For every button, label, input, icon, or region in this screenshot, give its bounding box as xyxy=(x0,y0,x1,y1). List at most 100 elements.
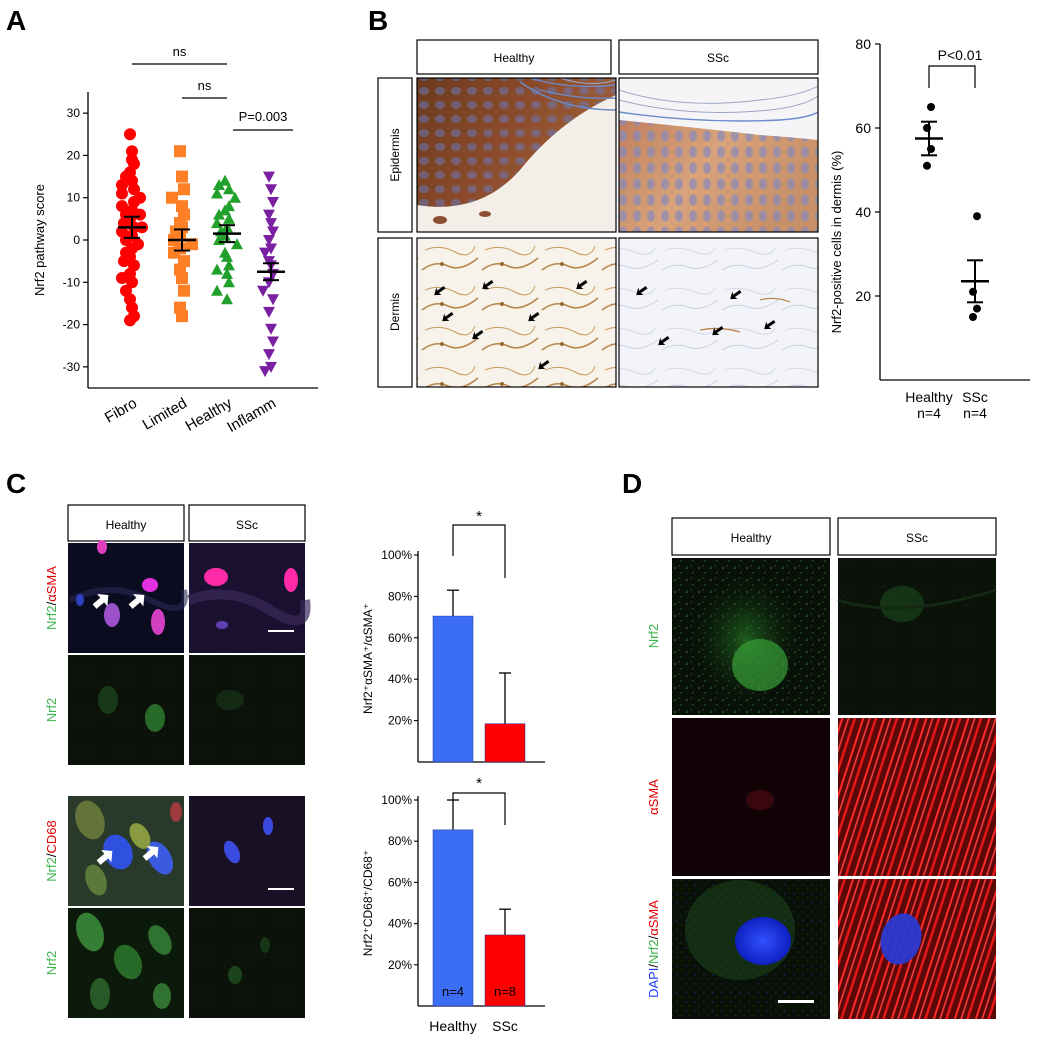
image-c-healthy-nrf2 xyxy=(68,655,184,765)
header-box-ssc-c xyxy=(188,504,306,542)
image-d-healthy-merge xyxy=(672,879,830,1019)
panel-a: A 30 20 10 0 -10 -20 -30 Nrf2 pathway score Fibr… xyxy=(6,5,318,436)
significance-label: * xyxy=(476,508,482,525)
x-category-label: Limited xyxy=(140,395,190,434)
significance-bracket xyxy=(452,792,506,825)
data-point-inflamm xyxy=(263,235,275,246)
panel-b: B Healthy SSc Epidermis Dermis xyxy=(368,5,1030,421)
row-label: Nrf2/CD68 xyxy=(44,820,59,881)
data-point-fibro xyxy=(124,128,136,141)
header-box-ssc xyxy=(618,39,819,75)
header-box-healthy xyxy=(416,39,612,75)
significance-label: P=0.003 xyxy=(239,109,288,124)
data-point-inflamm xyxy=(265,218,277,230)
data-point-healthy xyxy=(223,259,235,271)
data-point-healthy xyxy=(213,208,225,220)
data-point-fibro xyxy=(118,255,130,268)
row-label-part: / xyxy=(44,601,59,605)
data-point-inflamm xyxy=(265,361,277,373)
significance-bracket xyxy=(928,65,976,88)
y-tick-label: 80 xyxy=(855,36,871,52)
data-point-inflamm xyxy=(259,366,271,378)
y-tick-label: 0 xyxy=(73,233,80,247)
y-tick-label: -10 xyxy=(63,275,81,289)
data-point xyxy=(927,103,935,111)
row-label-part: Nrf2 xyxy=(646,624,661,649)
data-point-healthy xyxy=(221,250,233,262)
row-label-part: Nrf2 xyxy=(44,605,59,630)
data-point-limited xyxy=(176,272,188,285)
image-ssc-dermis xyxy=(618,237,819,388)
column-label-healthy-c: Healthy xyxy=(106,518,147,532)
image-c-ssc-nrf2-2 xyxy=(189,908,305,1018)
row-label-part: Nrf2 xyxy=(646,939,661,964)
panel-c-cd68-bar-chart: 20% 40% 60% 80% 100% Nrf2⁺CD68⁺/CD68⁺ n=4 n=8 * H… xyxy=(361,775,545,1034)
data-point xyxy=(923,161,931,170)
data-point-inflamm xyxy=(259,247,271,259)
data-point xyxy=(969,313,977,321)
image-healthy-epidermis xyxy=(416,77,617,233)
y-axis-label: Nrf2⁺CD68⁺/CD68⁺ xyxy=(361,850,375,956)
column-label-ssc: SSc xyxy=(707,51,729,65)
panel-c-asma-bar-chart: 20% 40% 60% 80% 100% Nrf2⁺αSMA⁺/αSMA⁺ * xyxy=(361,508,545,763)
data-point-limited xyxy=(176,310,188,323)
row-label-part: Nrf2 xyxy=(44,951,59,976)
data-point-healthy xyxy=(231,238,243,250)
data-point-fibro xyxy=(126,276,138,289)
data-point-inflamm xyxy=(267,196,279,208)
row-label-dermis: Dermis xyxy=(388,293,402,331)
panel-b-dermis-chart: 20 40 60 80 Nrf2-positive cells in dermis (%… xyxy=(829,36,1030,421)
image-c-ssc-nrf2-asma xyxy=(187,543,311,653)
image-c-ssc-nrf2 xyxy=(189,655,305,765)
y-tick-label: 100% xyxy=(381,793,412,807)
x-category-label: Inflamm xyxy=(224,395,279,436)
data-point-limited xyxy=(176,170,188,183)
data-point-healthy xyxy=(221,293,233,305)
image-d-ssc-nrf2 xyxy=(837,558,997,715)
panel-letter-c: C xyxy=(6,468,26,499)
significance-label: ns xyxy=(173,44,187,59)
y-axis-label: Nrf2⁺αSMA⁺/αSMA⁺ xyxy=(361,603,375,714)
data-point-healthy xyxy=(223,276,235,288)
column-label-ssc-d: SSc xyxy=(906,531,928,545)
data-point-healthy xyxy=(219,204,231,216)
image-c-ssc-nrf2-cd68 xyxy=(189,796,305,906)
image-d-healthy-nrf2 xyxy=(672,558,830,715)
data-point-healthy xyxy=(223,183,235,195)
row-box-epidermis xyxy=(377,77,413,233)
data-point-inflamm xyxy=(265,323,277,335)
y-tick-label: 20% xyxy=(388,714,412,728)
data-point-healthy xyxy=(223,212,235,224)
panel-letter-d: D xyxy=(622,468,642,499)
x-category-label: SSc xyxy=(492,1018,518,1034)
data-point-healthy xyxy=(219,174,231,186)
bar-ssc xyxy=(484,723,526,763)
row-label-part: / xyxy=(44,853,59,857)
data-point-inflamm xyxy=(263,209,275,221)
data-point-inflamm xyxy=(263,306,275,318)
y-axis-label: Nrf2-positive cells in dermis (%) xyxy=(829,151,844,334)
data-point-limited xyxy=(166,191,178,204)
data-point-fibro xyxy=(116,179,128,192)
row-label: Nrf2 xyxy=(44,698,59,723)
data-point-fibro xyxy=(126,153,138,166)
data-point-healthy xyxy=(211,187,223,199)
y-tick-label: 40 xyxy=(855,204,871,220)
x-category-sublabel: n=4 xyxy=(917,405,941,421)
row-label: αSMA xyxy=(646,779,661,815)
panel-letter-a: A xyxy=(6,5,26,36)
y-tick-label: -20 xyxy=(63,318,81,332)
data-point-inflamm xyxy=(267,294,279,306)
panel-a-scatter-chart: 30 20 10 0 -10 -20 -30 Nrf2 pathway score Fibro L… xyxy=(32,44,318,436)
y-tick-label: 40% xyxy=(388,672,412,686)
column-label-healthy: Healthy xyxy=(494,51,535,65)
data-point-inflamm xyxy=(263,171,275,183)
row-label: Nrf2 xyxy=(646,624,661,649)
y-tick-label: 60% xyxy=(388,875,412,889)
row-label: Nrf2 xyxy=(44,951,59,976)
data-point-fibro xyxy=(128,183,140,196)
x-category-label: Healthy xyxy=(905,389,952,405)
data-point-limited xyxy=(174,145,186,158)
y-tick-label: 80% xyxy=(388,589,412,603)
